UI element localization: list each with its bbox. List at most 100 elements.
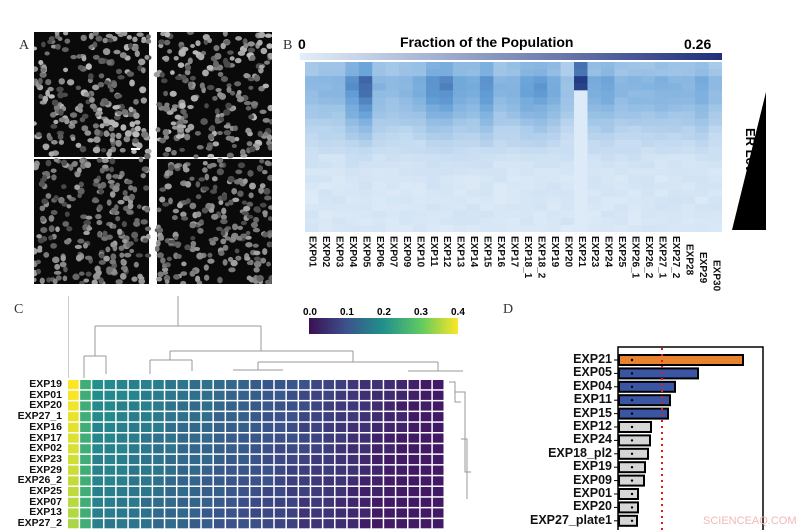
- heatmap-cell: [420, 508, 432, 518]
- heatmap-cell: [493, 189, 508, 198]
- heatmap-cell: [600, 90, 615, 98]
- heatmap-cell: [641, 161, 656, 169]
- heatmap-cell: [547, 111, 562, 120]
- heatmap-cell: [345, 217, 360, 226]
- cell-nucleus: [133, 98, 139, 105]
- row-label: EXP25: [29, 485, 62, 497]
- heatmap-cell: [399, 182, 414, 190]
- heatmap-cell: [412, 125, 427, 134]
- cell-nucleus: [66, 226, 73, 232]
- cell-nucleus: [110, 253, 117, 261]
- heatmap-cell: [372, 175, 387, 183]
- heatmap-cell: [226, 401, 237, 411]
- cell-nucleus: [79, 145, 87, 153]
- heatmap-cell: [305, 217, 319, 226]
- heatmap-cell: [627, 125, 642, 134]
- heatmap-cell: [668, 111, 683, 120]
- cell-nucleus: [144, 253, 152, 258]
- heatmap-cell: [372, 444, 383, 454]
- heatmap-cell: [358, 217, 373, 226]
- heatmap-cell: [452, 175, 467, 183]
- heatmap-cell: [533, 189, 548, 198]
- heatmap-cell: [506, 168, 521, 176]
- heatmap-cell: [452, 104, 467, 113]
- heatmap-cell: [574, 154, 588, 162]
- heatmap-cell: [385, 62, 400, 70]
- heatmap-cell: [708, 175, 722, 183]
- heatmap-cell: [426, 118, 441, 127]
- heatmap-cell: [372, 97, 387, 105]
- heatmap-cell: [547, 62, 562, 70]
- heatmap-cell: [140, 497, 152, 507]
- cell-nucleus: [37, 237, 45, 244]
- heatmap-cell: [331, 175, 346, 183]
- heatmap-cell: [189, 380, 201, 390]
- heatmap-cell: [426, 189, 441, 198]
- heatmap-cell: [654, 175, 669, 183]
- heatmap-cell: [372, 196, 387, 205]
- heatmap-cell: [104, 465, 116, 475]
- heatmap-cell: [347, 465, 359, 475]
- cell-nucleus: [194, 130, 201, 136]
- heatmap-cell: [385, 161, 400, 169]
- heatmap-cell: [426, 76, 441, 84]
- cell-nucleus: [85, 63, 92, 70]
- cell-nucleus: [170, 107, 178, 112]
- cell-nucleus: [240, 220, 247, 226]
- heatmap-cell: [493, 182, 508, 190]
- heatmap-cell: [201, 422, 213, 432]
- bar: [618, 407, 669, 420]
- heatmap-cell: [533, 217, 548, 226]
- heatmap-cell: [201, 487, 213, 497]
- heatmap-cell: [426, 224, 441, 232]
- cell-nucleus: [246, 201, 254, 207]
- heatmap-cell: [323, 422, 335, 432]
- heatmap-cell: [262, 476, 274, 486]
- cell-nucleus: [131, 149, 137, 154]
- cell-nucleus: [117, 199, 125, 205]
- heatmap-cell: [560, 189, 575, 198]
- cell-nucleus: [248, 114, 255, 120]
- cell-nucleus: [160, 78, 168, 84]
- cell-nucleus: [72, 273, 80, 281]
- heatmap-cell: [213, 380, 225, 390]
- heatmap-cell: [116, 497, 128, 507]
- heatmap-cell: [153, 454, 164, 465]
- cell-nucleus: [106, 234, 113, 240]
- heatmap-cell: [345, 83, 360, 91]
- cell-nucleus: [249, 182, 256, 190]
- heatmap-cell: [92, 519, 103, 529]
- bar-label: EXP05: [573, 365, 612, 380]
- heatmap-cell: [708, 139, 722, 148]
- heatmap-cell: [372, 487, 383, 497]
- heatmap-cell: [466, 132, 481, 141]
- heatmap-cell: [668, 139, 683, 148]
- heatmap-cell: [372, 217, 387, 226]
- cell-nucleus: [57, 133, 64, 141]
- bar-chart: [614, 346, 764, 530]
- heatmap-cell: [520, 210, 535, 219]
- heatmap-cell: [520, 217, 535, 226]
- heatmap-cell: [614, 168, 629, 176]
- row-label: EXP07: [29, 495, 62, 508]
- heatmap-cell: [384, 422, 395, 432]
- heatmap-cell: [708, 189, 722, 198]
- heatmap-cell: [506, 118, 521, 127]
- cell-nucleus: [144, 55, 150, 60]
- heatmap-cell: [80, 412, 91, 422]
- cell-nucleus: [220, 214, 227, 220]
- heatmap-cell: [600, 217, 615, 226]
- cell-nucleus: [55, 43, 61, 50]
- cell-nucleus: [93, 178, 100, 184]
- heatmap-cell: [520, 111, 535, 120]
- heatmap-cell: [439, 161, 454, 169]
- er-level-heatmap: [305, 62, 722, 232]
- heatmap-cell: [92, 390, 103, 400]
- heatmap-cell: [587, 90, 602, 98]
- heatmap-cell: [274, 401, 286, 411]
- cell-nucleus: [198, 219, 204, 225]
- heatmap-cell: [520, 196, 535, 205]
- heatmap-cell: [614, 175, 629, 183]
- heatmap-cell: [681, 125, 696, 134]
- row-label: EXP17: [29, 431, 62, 444]
